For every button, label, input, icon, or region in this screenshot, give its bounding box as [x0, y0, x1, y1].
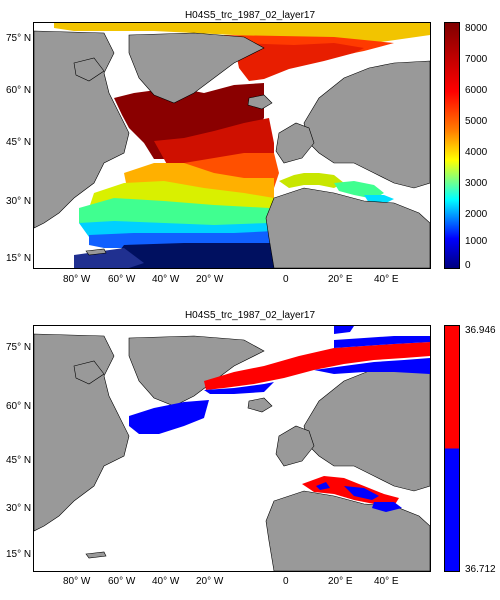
field-layer: [129, 326, 430, 512]
y-tick-label: 75° N: [6, 342, 32, 353]
y-tick-label: 15° N: [6, 253, 32, 264]
map-area: [33, 325, 431, 572]
colorbar-tick: 0: [465, 260, 471, 271]
x-tick-label: 80° W: [63, 274, 91, 285]
map-area: [33, 22, 431, 269]
colorbar-tick: 4000: [465, 147, 488, 158]
colorbar-tick: 1000: [465, 236, 488, 247]
colorbar-tick-bottom: 36.712: [465, 564, 496, 575]
y-tick-label: 15° N: [6, 549, 32, 560]
colorbar-tick: 5000: [465, 116, 488, 127]
y-tick-label: 75° N: [6, 33, 32, 44]
y-tick-label: 45° N: [6, 137, 32, 148]
colorbar-tick: 8000: [465, 23, 488, 34]
colorbar-tick: 7000: [465, 54, 488, 65]
x-tick-label: 20° W: [196, 576, 224, 587]
colorbar-tick: 6000: [465, 85, 488, 96]
y-tick-label: 60° N: [6, 85, 32, 96]
colorbar-tick: 2000: [465, 209, 488, 220]
x-tick-label: 40° E: [374, 274, 399, 285]
x-tick-label: 40° E: [374, 576, 399, 587]
x-tick-label: 20° E: [328, 274, 353, 285]
land-layer: [34, 30, 430, 268]
panel-bottom: H04S5_trc_1987_02_layer17: [0, 300, 500, 600]
colorbar: [444, 22, 460, 269]
y-tick-label: 30° N: [6, 196, 32, 207]
field-layer: [54, 23, 430, 268]
x-tick-label: 80° W: [63, 576, 91, 587]
y-tick-label: 45° N: [6, 455, 32, 466]
x-tick-label: 60° W: [108, 274, 136, 285]
x-tick-label: 20° E: [328, 576, 353, 587]
colorbar-tick-top: 36.946: [465, 325, 496, 336]
x-tick-label: 40° W: [152, 274, 180, 285]
y-tick-label: 60° N: [6, 401, 32, 412]
y-tick-label: 30° N: [6, 503, 32, 514]
panel-title: H04S5_trc_1987_02_layer17: [184, 10, 316, 21]
colorbar-tick: 3000: [465, 178, 488, 189]
x-tick-label: 60° W: [108, 576, 136, 587]
colorbar: [444, 325, 460, 572]
panel-top: H04S5_trc_1987_02_layer17: [0, 0, 500, 295]
panel-title: H04S5_trc_1987_02_layer17: [184, 310, 316, 321]
x-tick-label: 20° W: [196, 274, 224, 285]
x-tick-label: 0: [283, 274, 289, 285]
x-tick-label: 40° W: [152, 576, 180, 587]
x-tick-label: 0: [283, 576, 289, 587]
